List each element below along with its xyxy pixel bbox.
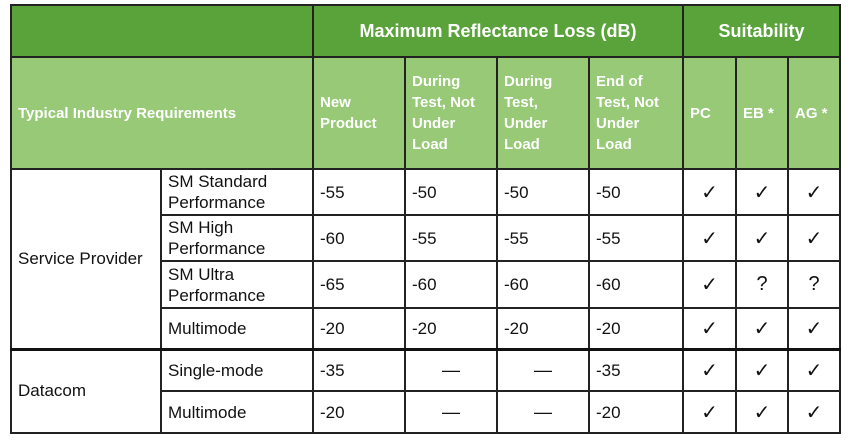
header-end-of-test: End of Test, Not Under Load: [587, 56, 685, 170]
cell-new-product: -20: [312, 307, 406, 350]
header-max-reflectance-loss: Maximum Reflectance Loss (dB): [311, 4, 685, 58]
cell-during-not-under-load: -55: [404, 214, 498, 262]
header-during-test-not-under-load: During Test, Not Under Load: [404, 56, 498, 170]
cell-eb: ✓: [735, 307, 790, 350]
cell-ag: ✓: [787, 390, 842, 434]
row-type: Multimode: [160, 307, 314, 350]
cell-pc: ✓: [682, 260, 738, 309]
table-row: Multimode -20 -20 -20 -20 ✓ ✓ ✓: [11, 307, 842, 350]
row-type: SM Standard Performance: [160, 168, 314, 216]
table-row: SM High Performance -60 -55 -55 -55 ✓ ✓ …: [11, 214, 842, 262]
header-ag: AG *: [787, 56, 842, 170]
cell-end-of-test: -20: [587, 307, 685, 350]
cell-new-product: -55: [312, 168, 406, 216]
cell-new-product: -35: [312, 347, 406, 392]
row-type: SM High Performance: [160, 214, 314, 262]
cell-ag: ✓: [787, 347, 842, 392]
cell-ag: ✓: [787, 307, 842, 350]
header-typical-industry-requirements: Typical Industry Requirements: [10, 56, 314, 170]
table-row: Datacom Single-mode -35 — — -35 ✓ ✓ ✓: [10, 347, 842, 434]
cell-ag: ?: [787, 260, 842, 309]
cell-pc: ✓: [682, 390, 738, 434]
header-pc: PC: [682, 56, 738, 170]
cell-during-not-under-load: —: [404, 390, 498, 434]
cell-during-under-load: —: [496, 390, 590, 434]
row-type: SM Ultra Performance: [160, 260, 314, 309]
cell-new-product: -20: [312, 390, 406, 434]
row-type: Single-mode: [160, 347, 314, 392]
cell-ag: ✓: [787, 214, 842, 262]
reflectance-loss-table: Maximum Reflectance Loss (dB) Suitabilit…: [10, 4, 842, 434]
table-row: SM Ultra Performance -65 -60 -60 -60 ✓ ?…: [11, 260, 842, 309]
cell-end-of-test: -50: [587, 168, 685, 216]
cell-during-under-load: -50: [496, 168, 590, 216]
cell-end-of-test: -35: [587, 347, 685, 392]
row-type: Multimode: [160, 390, 314, 434]
cell-eb: ✓: [735, 168, 790, 216]
cell-new-product: -60: [312, 214, 406, 262]
cell-eb: ✓: [735, 390, 790, 434]
cell-pc: ✓: [682, 307, 738, 350]
cell-during-under-load: -55: [496, 214, 590, 262]
cell-pc: ✓: [682, 214, 738, 262]
cell-eb: ✓: [735, 214, 790, 262]
cell-during-under-load: -60: [496, 260, 590, 309]
cell-pc: ✓: [682, 168, 738, 216]
cell-new-product: -65: [312, 260, 406, 309]
cell-during-not-under-load: —: [404, 347, 498, 392]
cell-ag: ✓: [787, 168, 842, 216]
cell-eb: ?: [735, 260, 790, 309]
table-row: Service Provider SM Standard Performance…: [10, 168, 842, 350]
cell-during-not-under-load: -20: [404, 307, 498, 350]
header-new-product: New Product: [312, 56, 406, 170]
cell-end-of-test: -20: [587, 390, 685, 434]
cell-during-under-load: -20: [496, 307, 590, 350]
cell-during-not-under-load: -50: [404, 168, 498, 216]
header-eb: EB *: [735, 56, 790, 170]
header-blank: [10, 4, 314, 58]
cell-end-of-test: -60: [587, 260, 685, 309]
header-during-test-under-load: During Test, Under Load: [496, 56, 590, 170]
group-datacom: Datacom: [10, 347, 162, 434]
group-service-provider: Service Provider: [10, 168, 162, 350]
cell-end-of-test: -55: [587, 214, 685, 262]
header-suitability: Suitability: [682, 4, 842, 58]
cell-eb: ✓: [735, 347, 790, 392]
table-row: Multimode -20 — — -20 ✓ ✓ ✓: [11, 390, 842, 434]
cell-pc: ✓: [682, 347, 738, 392]
cell-during-not-under-load: -60: [404, 260, 498, 309]
cell-during-under-load: —: [496, 347, 590, 392]
